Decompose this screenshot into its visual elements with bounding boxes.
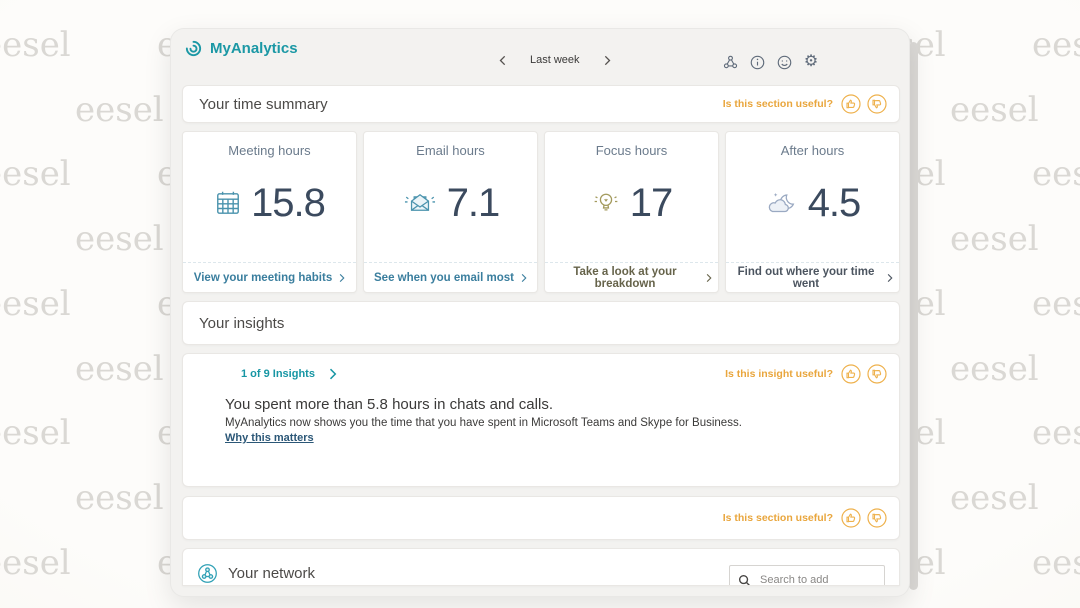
thumbs-down-button[interactable]	[867, 94, 887, 114]
after-hours-card: After hours 4.5 Find out where your time…	[725, 131, 900, 293]
watermark-text: eesel	[75, 90, 164, 130]
time-summary-title: Your time summary	[199, 96, 328, 113]
window-scrollbar[interactable]	[909, 42, 918, 590]
watermark-text: eesel	[950, 90, 1039, 130]
breakdown-link[interactable]: Take a look at your breakdown	[545, 262, 718, 292]
network-card: Your network	[182, 548, 900, 586]
watermark-text: eesel	[0, 413, 71, 453]
calendar-icon	[214, 189, 242, 217]
thumbs-down-icon	[867, 364, 887, 384]
network-search-box	[729, 565, 885, 586]
insights-title: Your insights	[199, 315, 284, 332]
lightbulb-icon	[591, 188, 621, 218]
section-useful-label: Is this section useful?	[723, 98, 833, 110]
thumbs-up-icon	[841, 94, 861, 114]
period-label: Last week	[530, 54, 580, 66]
see-when-you-email-link[interactable]: See when you email most	[364, 262, 537, 292]
network-icon	[196, 562, 219, 585]
email-hours-value: 7.1	[447, 181, 500, 226]
watermark-text: eesel	[75, 478, 164, 518]
thumbs-down-icon	[867, 94, 887, 114]
insight-card: 1 of 9 Insights Is this insight useful?	[182, 353, 900, 487]
search-icon	[738, 574, 751, 587]
insight-feedback-controls: Is this insight useful?	[725, 364, 887, 384]
chevron-right-icon	[887, 273, 893, 283]
chevron-right-icon	[329, 368, 337, 380]
focus-hours-value: 17	[630, 181, 673, 226]
chevron-left-icon	[499, 55, 506, 66]
watermark-text: eesel	[950, 349, 1039, 389]
watermark-text: eesel	[950, 478, 1039, 518]
thumbs-down-button[interactable]	[867, 508, 887, 528]
watermark-text: eesel	[1032, 154, 1080, 194]
watermark-text: eesel	[950, 219, 1039, 259]
thumbs-up-button[interactable]	[841, 508, 861, 528]
section-feedback-controls: Is this section useful?	[723, 94, 887, 114]
thumbs-down-button[interactable]	[867, 364, 887, 384]
chevron-right-icon	[604, 55, 611, 66]
insight-useful-label: Is this insight useful?	[725, 368, 833, 380]
after-hours-value: 4.5	[808, 181, 861, 226]
watermark-text: eesel	[0, 25, 71, 65]
view-meeting-habits-link[interactable]: View your meeting habits	[183, 262, 356, 292]
watermark-text: eesel	[0, 154, 71, 194]
insight-description: MyAnalytics now shows you the time that …	[225, 417, 742, 429]
thumbs-down-icon	[867, 508, 887, 528]
info-button[interactable]	[747, 52, 767, 72]
next-week-button[interactable]	[602, 50, 614, 70]
why-this-matters-link[interactable]: Why this matters	[225, 432, 314, 444]
info-icon	[749, 54, 766, 71]
watermark-text: eesel	[1032, 284, 1080, 324]
insights-pager-button[interactable]: 1 of 9 Insights	[241, 368, 337, 380]
watermark-text: eesel	[1032, 25, 1080, 65]
previous-week-button[interactable]	[496, 50, 508, 70]
focus-hours-card: Focus hours 17 Take a look at your break…	[544, 131, 719, 293]
week-navigation: Last week	[496, 51, 614, 69]
share-icon	[722, 54, 739, 71]
watermark-text: eesel	[1032, 543, 1080, 583]
myanalytics-swirl-icon	[184, 39, 203, 58]
app-logo: MyAnalytics	[184, 39, 298, 58]
insight-headline: You spent more than 5.8 hours in chats a…	[225, 396, 553, 413]
time-summary-cards: Meeting hours 15.8 View your meeting hab…	[182, 131, 900, 293]
network-search-input[interactable]	[758, 573, 872, 586]
smiley-icon	[776, 54, 793, 71]
meeting-hours-card: Meeting hours 15.8 View your meeting hab…	[182, 131, 357, 293]
section-useful-label: Is this section useful?	[723, 512, 833, 524]
thumbs-up-button[interactable]	[841, 94, 861, 114]
section-feedback-bar: Is this section useful?	[182, 496, 900, 540]
insights-section-header: Your insights	[182, 301, 900, 345]
watermark-text: eesel	[0, 543, 71, 583]
thumbs-up-icon	[841, 364, 861, 384]
watermark-text: eesel	[75, 219, 164, 259]
moon-cloud-icon	[765, 189, 799, 217]
feedback-smiley-button[interactable]	[774, 52, 794, 72]
section-feedback-controls: Is this section useful?	[723, 508, 887, 528]
header-icon-bar: ⚙	[720, 52, 821, 72]
thumbs-up-icon	[841, 508, 861, 528]
watermark-text: eesel	[75, 349, 164, 389]
gear-icon: ⚙	[804, 54, 818, 70]
chevron-right-icon	[339, 273, 345, 283]
thumbs-up-button[interactable]	[841, 364, 861, 384]
settings-button[interactable]: ⚙	[801, 52, 821, 72]
chevron-right-icon	[706, 273, 712, 283]
share-button[interactable]	[720, 52, 740, 72]
page-background: eeseleeseleeseleeseleeseleeseleeseleesel…	[0, 0, 1080, 608]
app-title: MyAnalytics	[210, 40, 298, 57]
myanalytics-window: MyAnalytics Last week	[170, 28, 910, 597]
email-icon	[402, 189, 438, 217]
time-summary-section-header: Your time summary Is this section useful…	[182, 85, 900, 123]
where-time-went-link[interactable]: Find out where your time went	[726, 262, 899, 292]
watermark-text: eesel	[1032, 413, 1080, 453]
network-title: Your network	[228, 565, 315, 582]
email-hours-card: Email hours 7.1 See when you email most	[363, 131, 538, 293]
chevron-right-icon	[521, 273, 527, 283]
meeting-hours-value: 15.8	[251, 181, 325, 226]
watermark-text: eesel	[0, 284, 71, 324]
